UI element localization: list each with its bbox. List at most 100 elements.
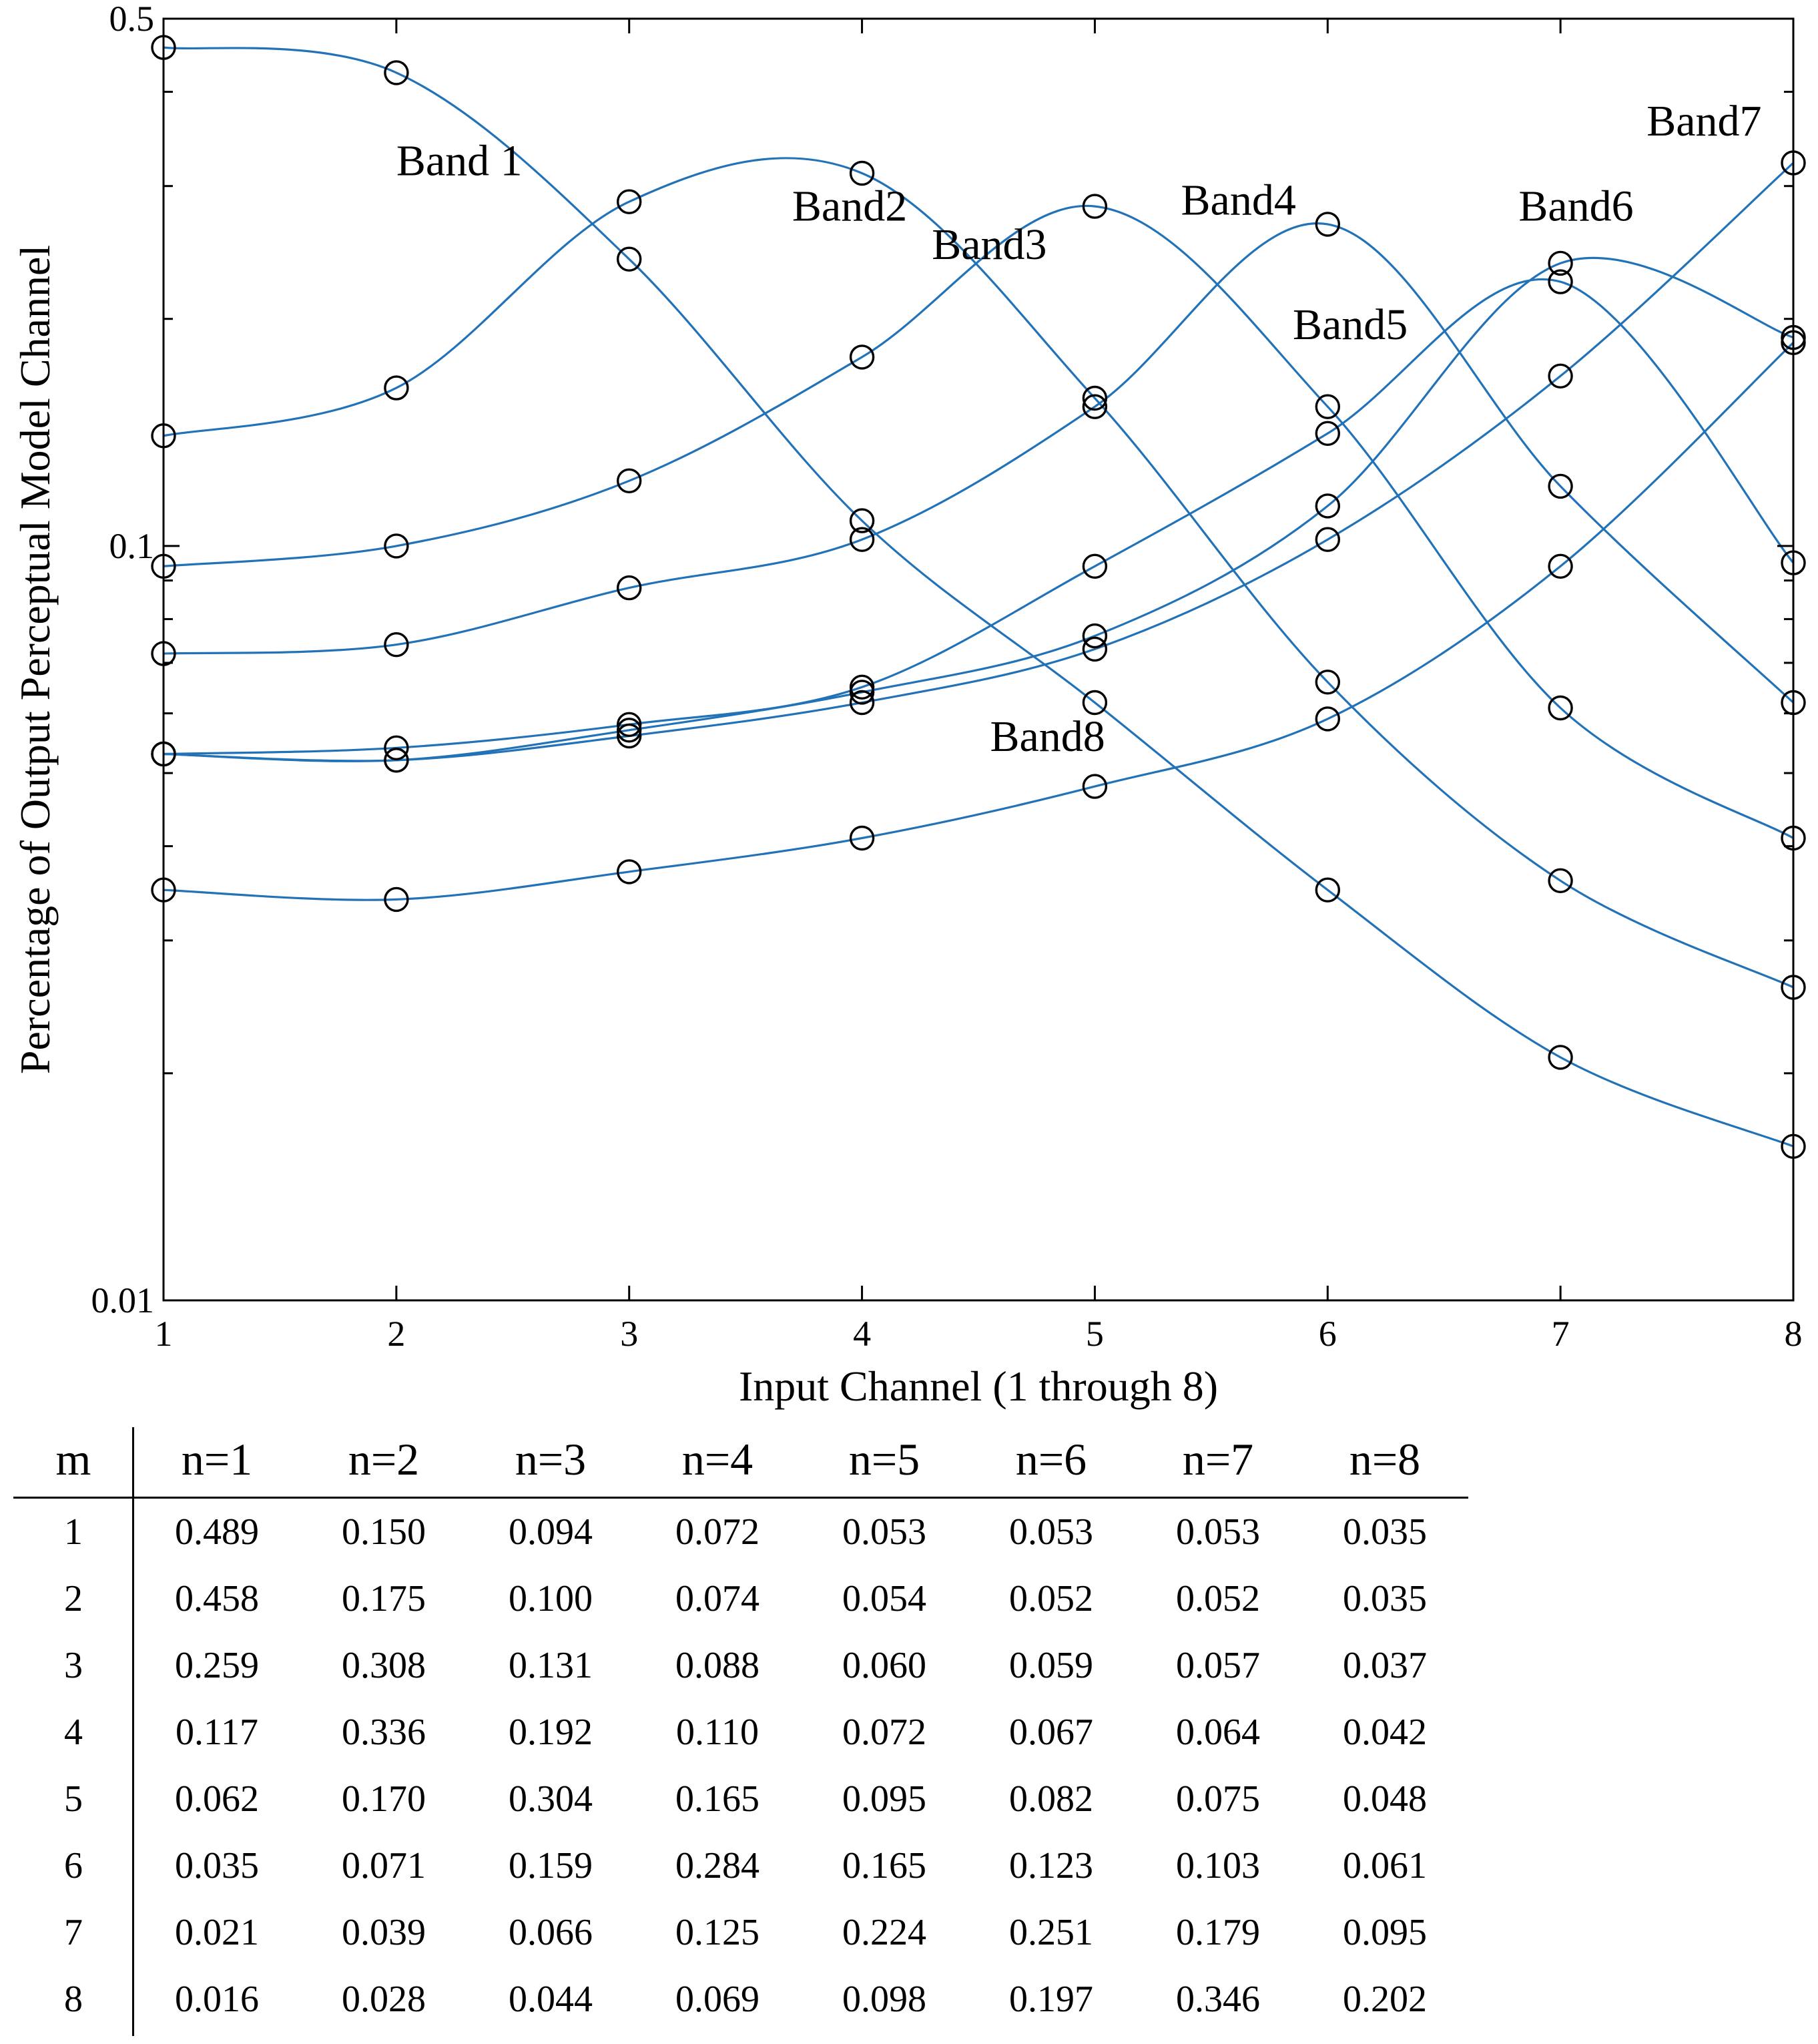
data-point — [1315, 212, 1341, 237]
table-cell: 0.048 — [1343, 1778, 1427, 1820]
band-labels: Band 1 Band2 Band3 Band4 Band5 Band6 Band7 Band… — [396, 97, 1762, 761]
table-header: m n=1 n=2 n=3 n=4 n=5 n=6 n=7 n=8 — [13, 1422, 1468, 1499]
band-label-3: Band3 — [932, 220, 1046, 269]
table-row: 3 0.259 0.308 0.131 0.088 0.060 0.059 0.057 0.03… — [13, 1632, 1468, 1699]
table-cell: 0.035 — [175, 1845, 259, 1886]
data-point — [384, 375, 409, 401]
table-cell: 0.057 — [1176, 1645, 1260, 1686]
data-point — [384, 533, 409, 559]
data-point — [384, 632, 409, 658]
series-line-2 — [163, 157, 1794, 989]
series-line-8 — [163, 342, 1795, 901]
table-cell: 0.197 — [1009, 1979, 1093, 2020]
row-m: 8 — [64, 1979, 83, 2020]
data-point — [1548, 473, 1573, 499]
table-cell: 0.064 — [1176, 1712, 1260, 1753]
data-point — [1082, 385, 1108, 411]
data-point — [617, 859, 642, 884]
x-axis: 1 2 3 4 5 6 7 8 — [155, 19, 1803, 1354]
table-row: 4 0.117 0.336 0.192 0.110 0.072 0.067 0.064 0.04… — [13, 1699, 1468, 1766]
data-point — [617, 575, 642, 601]
data-point — [1082, 553, 1108, 579]
x-tick-label: 3 — [620, 1314, 638, 1354]
table-cell: 0.202 — [1343, 1979, 1427, 2020]
table-cell: 0.458 — [175, 1578, 259, 1619]
header-n4: n=4 — [681, 1433, 753, 1485]
table-cell: 0.336 — [342, 1712, 426, 1753]
series-curves — [163, 46, 1795, 1147]
data-point — [1548, 363, 1573, 389]
data-point — [617, 189, 642, 214]
table-cell: 0.072 — [675, 1511, 760, 1553]
table-cell: 0.074 — [675, 1578, 760, 1619]
table-cell: 0.284 — [675, 1845, 760, 1886]
header-m: m — [55, 1433, 91, 1485]
table-cell: 0.110 — [676, 1712, 759, 1753]
series-line-5 — [163, 278, 1795, 756]
x-tick-label: 2 — [387, 1314, 405, 1354]
data-point — [1548, 269, 1573, 294]
data-point — [1315, 394, 1341, 419]
values-table: m n=1 n=2 n=3 n=4 n=5 n=6 n=7 n=8 1 0.489… — [13, 1422, 1468, 2033]
x-tick-label: 5 — [1086, 1314, 1104, 1354]
band-label-5: Band5 — [1293, 300, 1408, 349]
table-cell: 0.251 — [1009, 1912, 1093, 1953]
table-cell: 0.044 — [509, 1979, 593, 2020]
data-point — [1082, 394, 1108, 419]
table-cell: 0.170 — [342, 1778, 426, 1820]
table-cell: 0.062 — [175, 1778, 259, 1820]
table-cell: 0.035 — [1343, 1511, 1427, 1553]
data-point — [1548, 553, 1573, 579]
y-tick-label: 0.1 — [109, 526, 155, 566]
y-tick-label: 0.01 — [91, 1280, 155, 1320]
band-label-7: Band7 — [1646, 97, 1761, 146]
x-tick-label: 1 — [155, 1314, 173, 1354]
band-label-6: Band6 — [1518, 182, 1633, 230]
header-n3: n=3 — [515, 1433, 587, 1485]
table-cell: 0.053 — [1009, 1511, 1093, 1553]
y-axis: 0.01 0.1 0.5 — [91, 0, 1793, 1320]
table-cell: 0.052 — [1009, 1578, 1093, 1619]
data-point — [849, 825, 875, 851]
series-line-4 — [163, 222, 1795, 704]
data-point — [384, 748, 409, 773]
data-point — [849, 690, 875, 716]
data-point — [849, 680, 875, 705]
data-point — [849, 527, 875, 552]
table-cell: 0.100 — [509, 1578, 593, 1619]
y-axis-title: Percentage of Output Perceptual Model Ch… — [11, 245, 59, 1074]
table-cell: 0.131 — [509, 1645, 593, 1686]
data-point — [1315, 706, 1341, 732]
data-point — [384, 60, 409, 85]
table-cell: 0.071 — [342, 1845, 426, 1886]
row-m: 2 — [64, 1578, 83, 1619]
band-label-8: Band8 — [990, 712, 1105, 761]
table-cell: 0.259 — [175, 1645, 259, 1686]
y-tick-label: 0.5 — [109, 0, 155, 39]
table-body: 1 0.489 0.150 0.094 0.072 0.053 0.053 0.053 0.03… — [13, 1499, 1468, 2033]
data-point — [617, 712, 642, 738]
table-cell: 0.125 — [675, 1912, 760, 1953]
table-cell: 0.165 — [842, 1845, 926, 1886]
table-cell: 0.304 — [509, 1778, 593, 1820]
row-m: 4 — [64, 1712, 83, 1753]
row-m: 5 — [64, 1778, 83, 1820]
table-cell: 0.060 — [842, 1645, 926, 1686]
series-line-1 — [163, 46, 1794, 1147]
table-cell: 0.042 — [1343, 1712, 1427, 1753]
table-cell: 0.053 — [842, 1511, 926, 1553]
table-cell: 0.059 — [1009, 1645, 1093, 1686]
table-cell: 0.053 — [1176, 1511, 1260, 1553]
table-cell: 0.016 — [175, 1979, 259, 2020]
table-cell: 0.067 — [1009, 1712, 1093, 1753]
data-point — [849, 160, 875, 186]
data-point — [617, 246, 642, 272]
table-cell: 0.066 — [509, 1912, 593, 1953]
data-point — [617, 723, 642, 749]
table-row: 5 0.062 0.170 0.304 0.165 0.095 0.082 0.075 0.04… — [13, 1766, 1468, 1832]
table-row: 1 0.489 0.150 0.094 0.072 0.053 0.053 0.053 0.03… — [13, 1499, 1468, 1565]
table-cell: 0.021 — [175, 1912, 259, 1953]
table-cell: 0.175 — [342, 1578, 426, 1619]
band-label-2: Band2 — [792, 182, 907, 230]
